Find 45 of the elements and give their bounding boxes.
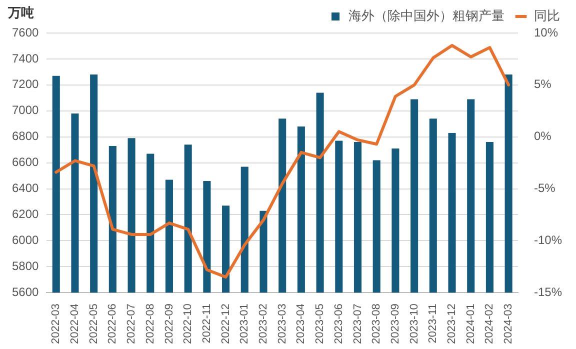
x-tick-label: 2022-07 xyxy=(126,304,138,344)
y-tick-label: 6400 xyxy=(12,181,40,196)
x-tick-label: 2023-02 xyxy=(258,304,270,344)
x-tick-label: 2023-07 xyxy=(352,304,364,344)
y2-tick-label: -5% xyxy=(534,181,556,196)
x-tick-label: 2023-08 xyxy=(370,304,383,344)
x-tick-label: 2024-02 xyxy=(484,304,496,344)
y-tick-label: 6800 xyxy=(12,129,40,144)
y-tick-label: 7200 xyxy=(12,77,40,92)
y2-tick-label: 0% xyxy=(534,129,552,144)
x-tick-label: 2023-12 xyxy=(446,304,458,344)
x-tick-label: 2024-03 xyxy=(502,304,515,344)
x-tick-label: 2022-11 xyxy=(200,304,213,344)
legend-label: 海外（除中国外）粗钢产量 xyxy=(348,8,504,24)
x-tick-label: 2022-04 xyxy=(69,304,82,344)
x-tick-label: 2022-09 xyxy=(163,304,176,344)
x-tick-label: 2022-03 xyxy=(50,304,62,344)
y-axis-title: 万吨 xyxy=(8,5,34,22)
y2-tick-label: -10% xyxy=(534,233,562,248)
y-tick-label: 7400 xyxy=(12,51,40,66)
x-tick-label: 2023-01 xyxy=(238,304,251,344)
x-tick-label: 2023-03 xyxy=(276,304,288,344)
y2-tick-label: -15% xyxy=(534,284,562,299)
y-tick-label: 5600 xyxy=(12,284,40,299)
y-tick-label: 6600 xyxy=(12,155,40,170)
x-tick-label: 2023-05 xyxy=(314,304,326,344)
y-tick-label: 6000 xyxy=(12,233,40,248)
x-tick-label: 2023-09 xyxy=(389,304,402,344)
y2-tick-label: 10% xyxy=(534,25,558,40)
legend-label: 同比 xyxy=(534,8,560,24)
y-tick-label: 7000 xyxy=(12,103,40,118)
x-tick-label: 2022-10 xyxy=(182,304,194,344)
x-tick-label: 2024-01 xyxy=(464,304,477,344)
x-tick-label: 2023-11 xyxy=(427,304,440,344)
x-tick-label: 2023-04 xyxy=(295,304,308,344)
x-tick-label: 2022-12 xyxy=(220,304,232,344)
y-tick-label: 5800 xyxy=(12,258,40,273)
x-tick-label: 2022-05 xyxy=(88,304,100,344)
x-tick-label: 2022-08 xyxy=(144,304,156,344)
x-tick-label: 2022-06 xyxy=(106,304,119,344)
x-tick-label: 2023-06 xyxy=(332,304,345,344)
x-tick-label: 2023-10 xyxy=(408,304,420,344)
y-tick-label: 7600 xyxy=(12,25,40,40)
y-tick-label: 6200 xyxy=(12,207,40,222)
y2-tick-label: 5% xyxy=(534,77,552,92)
